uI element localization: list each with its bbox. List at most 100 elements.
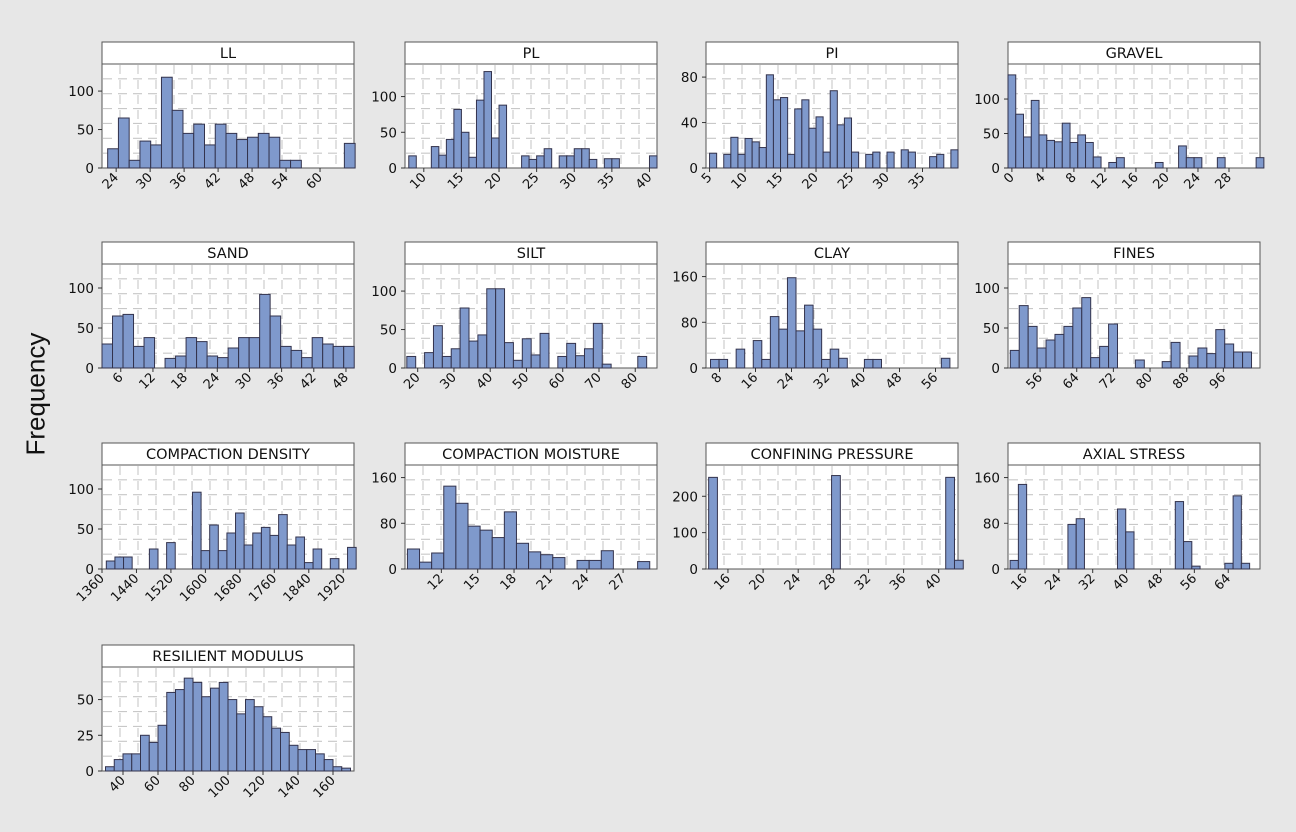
resilient-modulus-x-tick-label: 100 <box>206 773 234 801</box>
resilient-modulus-x-tick-label: 140 <box>276 773 304 801</box>
fines-bar <box>1045 339 1056 369</box>
compaction-density-x-tick-label: 1840 <box>281 571 315 605</box>
compaction-density-bar <box>347 546 357 570</box>
compaction-moisture-title: COMPACTION MOISTURE <box>442 447 620 463</box>
ll-y-tick-label: 100 <box>68 84 94 100</box>
clay-bar <box>718 358 729 369</box>
silt-bar <box>637 355 648 369</box>
silt-bar <box>566 342 577 369</box>
pi-x-tick-label: 5 <box>699 170 715 186</box>
resilient-modulus-bar <box>131 753 141 772</box>
compaction-density-bar <box>303 562 314 570</box>
confining-pressure-x-tick-label: 24 <box>782 571 804 593</box>
clay-bar <box>735 348 746 369</box>
clay-bar <box>872 358 883 369</box>
compaction-density-bar <box>217 550 228 570</box>
sand-x-tick-label: 18 <box>169 370 191 392</box>
sand-bar <box>269 315 282 369</box>
resilient-modulus-bar <box>218 681 229 772</box>
compaction-density-y-tick-label: 100 <box>68 482 94 498</box>
compaction-moisture-bar <box>467 525 481 570</box>
compaction-density-bar <box>148 548 159 570</box>
resilient-modulus-bar <box>210 687 220 772</box>
sand-bar <box>185 337 198 369</box>
fines-y-tick-label: 100 <box>974 281 1000 297</box>
resilient-modulus-title: RESILIENT MODULUS <box>152 649 303 665</box>
pl-x-tick-label: 15 <box>445 170 467 192</box>
pl-bar <box>611 158 620 169</box>
compaction-density-bar <box>226 532 237 570</box>
clay-y-tick-label: 160 <box>672 270 698 286</box>
fines-bar <box>1224 343 1235 369</box>
pl-bar <box>581 148 590 169</box>
clay-x-tick-label: 24 <box>775 370 797 392</box>
gravel-x-tick-label: 8 <box>1063 170 1079 186</box>
clay-x-tick-label: 56 <box>919 370 941 392</box>
silt-y-tick-label: 50 <box>380 323 397 339</box>
fines-bar <box>1215 329 1226 369</box>
fines-x-tick-label: 64 <box>1060 370 1082 392</box>
gravel-bar <box>1116 157 1125 169</box>
confining-pressure-bar <box>945 476 955 570</box>
ll-bar <box>182 132 195 169</box>
compaction-moisture-bar <box>406 548 421 570</box>
sand-bar <box>290 349 303 369</box>
pl-bar <box>468 156 477 169</box>
fines-bar <box>1009 349 1020 369</box>
pi-bar <box>737 153 746 169</box>
confining-pressure-title: CONFINING PRESSURE <box>750 447 913 463</box>
compaction-moisture-y-tick-label: 80 <box>380 516 397 532</box>
compaction-density-bar <box>329 558 340 570</box>
sand-x-tick-label: 24 <box>201 370 223 392</box>
pl-bar <box>543 148 553 169</box>
gravel-bar <box>1216 157 1226 169</box>
compaction-moisture-x-tick-label: 24 <box>570 571 592 593</box>
ll-bar <box>171 109 184 169</box>
sand-bar <box>227 347 240 369</box>
resilient-modulus-panel: RESILIENT MODULUS 0 25 50 40 60 80 100 120 140 160 <box>77 644 355 801</box>
pi-bar <box>829 90 838 169</box>
ll-bar <box>343 142 356 169</box>
pl-y-tick-label: 50 <box>380 125 397 141</box>
compaction-density-bar <box>166 542 176 570</box>
sand-bar <box>112 315 124 369</box>
silt-bar <box>592 322 603 369</box>
axial-stress-x-tick-label: 48 <box>1144 571 1166 593</box>
ll-bar <box>279 159 292 169</box>
resilient-modulus-bar <box>271 727 281 772</box>
compaction-density-bar <box>209 524 219 570</box>
resilient-modulus-bar <box>192 681 203 772</box>
gravel-grid <box>1009 65 1259 167</box>
axial-stress-x-tick-label: 40 <box>1110 571 1132 593</box>
silt-bar <box>477 334 488 369</box>
pi-bar <box>772 99 782 169</box>
gravel-bar <box>1030 99 1040 169</box>
silt-bar <box>424 352 434 369</box>
compaction-density-bar <box>286 544 297 570</box>
pi-x-tick-label: 25 <box>835 170 857 192</box>
fines-bar <box>1027 325 1038 369</box>
confining-pressure-bar <box>708 476 718 570</box>
pl-bar <box>438 154 447 169</box>
silt-x-tick-label: 50 <box>510 370 532 392</box>
resilient-modulus-x-tick-label: 60 <box>142 773 164 795</box>
fines-bar <box>1054 333 1065 369</box>
sand-x-tick-label: 12 <box>136 370 158 392</box>
pl-y-tick-label: 100 <box>371 90 397 106</box>
ll-x-tick-label: 30 <box>134 170 156 192</box>
gravel-bar <box>1054 141 1063 169</box>
sand-bar <box>238 337 250 369</box>
pi-y-tick-label: 0 <box>689 161 698 177</box>
axial-stress-x-tick-label: 56 <box>1178 571 1200 593</box>
pi-x-tick-label: 10 <box>729 170 751 192</box>
compaction-density-bar <box>114 556 125 570</box>
pi-bar <box>758 147 767 169</box>
axial-stress-bar <box>1224 562 1234 570</box>
confining-pressure-x-tick-label: 16 <box>711 571 733 593</box>
pl-x-tick-label: 10 <box>407 170 429 192</box>
axial-stress-bar <box>1067 523 1077 570</box>
sand-bar <box>311 337 324 369</box>
clay-panel: CLAY 0 80 160 8 16 24 32 40 48 56 <box>672 241 959 393</box>
pi-title: PI <box>825 46 838 62</box>
